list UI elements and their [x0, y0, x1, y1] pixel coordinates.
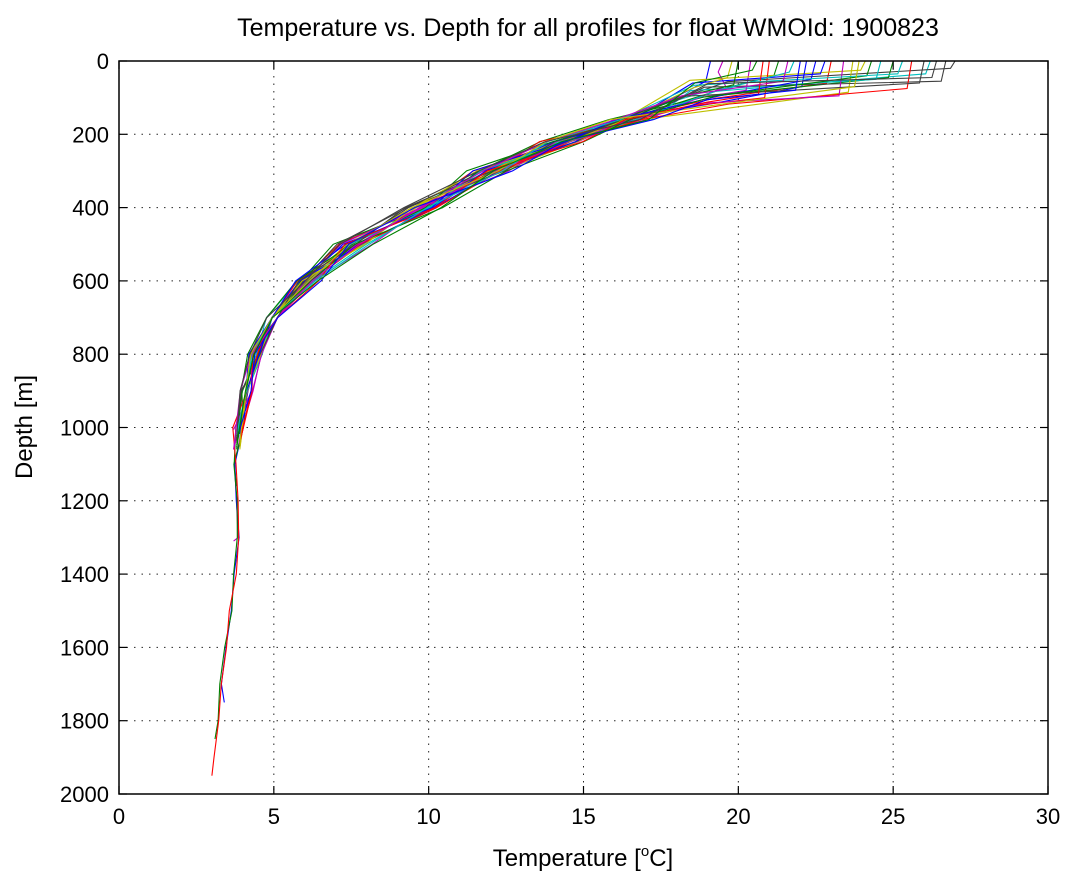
y-tick-label: 600: [72, 269, 109, 294]
y-tick-label: 1000: [60, 416, 109, 441]
axis-ticks: 0 5 10 15 20 25 30 0 200 400 600 800 1000 1200 1400 160…: [60, 49, 1060, 829]
x-tick-label: 5: [268, 804, 280, 829]
profile-line: [239, 60, 826, 435]
grid: [119, 61, 1048, 794]
profile-line: [233, 60, 752, 542]
profile-line: [214, 60, 894, 740]
y-tick-label: 1400: [60, 562, 109, 587]
profile-line: [236, 60, 904, 435]
profile-line: [236, 60, 739, 450]
profile-line: [239, 60, 764, 441]
chart-title: Temperature vs. Depth for all profiles f…: [237, 14, 939, 42]
y-tick-label: 2000: [60, 782, 109, 807]
profile-line: [236, 60, 882, 439]
y-axis-label: Depth [m]: [11, 375, 38, 479]
x-tick-label: 20: [726, 804, 750, 829]
profile-line: [236, 60, 938, 437]
profile-lines: [211, 60, 956, 776]
y-tick-label: 400: [72, 196, 109, 221]
x-tick-label: 30: [1036, 804, 1060, 829]
x-tick-label: 10: [416, 804, 440, 829]
profile-line: [239, 60, 733, 446]
profile-line: [239, 60, 817, 432]
profile-line: [236, 60, 925, 439]
y-tick-label: 800: [72, 342, 109, 367]
y-tick-label: 200: [72, 122, 109, 147]
y-tick-label: 1200: [60, 489, 109, 514]
profile-line: [233, 60, 789, 450]
y-tick-label: 1600: [60, 635, 109, 660]
profile-line: [233, 60, 845, 430]
x-tick-label: 0: [113, 804, 125, 829]
x-tick-label: 25: [881, 804, 905, 829]
x-tick-label: 15: [571, 804, 595, 829]
y-tick-label: 0: [97, 49, 109, 74]
profile-line: [236, 60, 947, 441]
y-tick-label: 1800: [60, 709, 109, 734]
profile-line: [239, 60, 860, 443]
x-axis-label: Temperature [oC]: [493, 843, 673, 872]
profile-line: [239, 60, 866, 450]
profile-line: [236, 60, 795, 437]
profile-line: [236, 60, 758, 446]
profile-line: [239, 60, 801, 430]
